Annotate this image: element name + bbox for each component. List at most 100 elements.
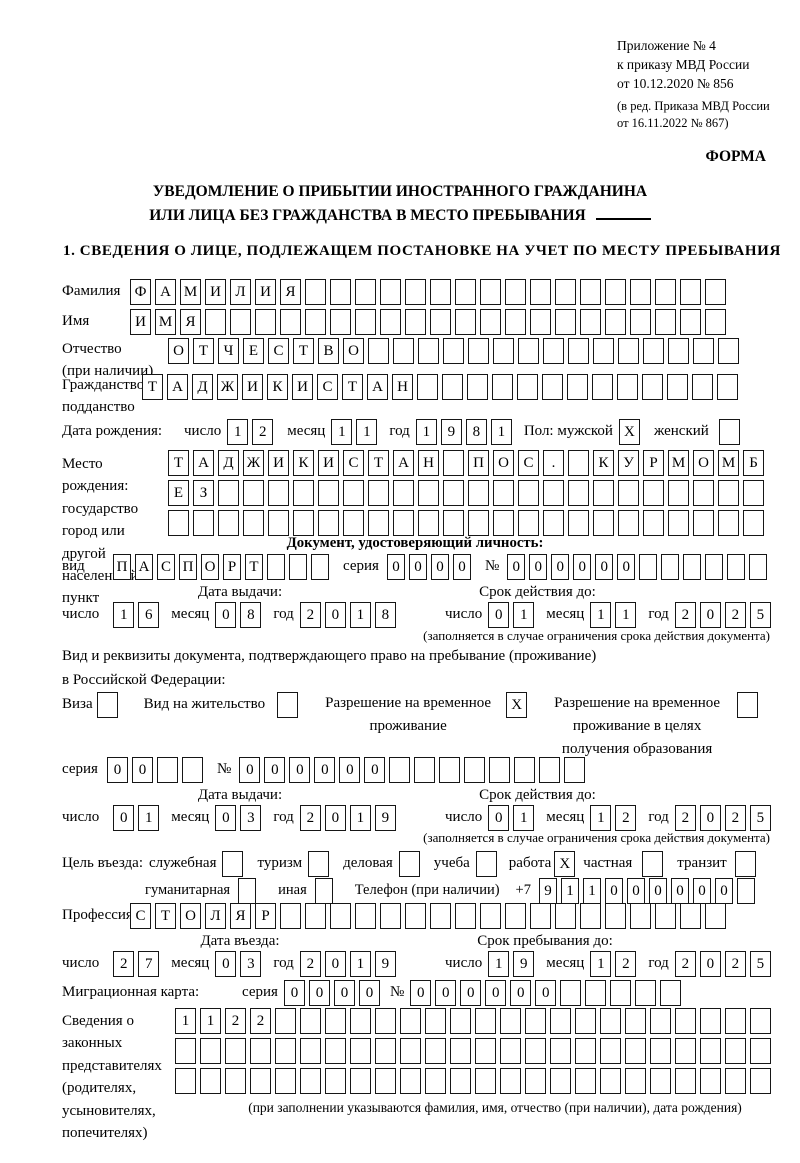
form-cell[interactable] xyxy=(425,1038,446,1064)
form-cell[interactable]: 9 xyxy=(440,419,462,445)
form-cell[interactable]: 0 xyxy=(648,878,667,904)
form-cell[interactable]: А xyxy=(367,374,388,400)
form-cell[interactable]: М xyxy=(668,450,689,476)
form-cell[interactable] xyxy=(635,980,657,1006)
form-cell[interactable] xyxy=(749,554,768,580)
form-cell[interactable] xyxy=(610,980,632,1006)
form-cell[interactable]: Ч xyxy=(218,338,239,364)
form-cell[interactable]: 0 xyxy=(314,757,336,783)
form-cell[interactable]: 2 xyxy=(615,805,637,831)
form-cell[interactable]: 0 xyxy=(264,757,286,783)
form-cell[interactable] xyxy=(592,374,613,400)
form-cell[interactable] xyxy=(464,757,486,783)
form-cell[interactable]: Я xyxy=(180,309,201,335)
form-cell[interactable] xyxy=(330,279,351,305)
form-cell[interactable]: 0 xyxy=(452,554,471,580)
form-cell[interactable]: 0 xyxy=(289,757,311,783)
form-cell[interactable]: 1 xyxy=(113,602,135,628)
form-cell[interactable] xyxy=(430,279,451,305)
form-cell[interactable] xyxy=(555,279,576,305)
form-cell[interactable] xyxy=(475,1008,496,1034)
residence-permit-checkbox[interactable] xyxy=(277,692,299,718)
form-cell[interactable] xyxy=(325,1008,346,1034)
form-cell[interactable] xyxy=(368,480,389,506)
form-cell[interactable]: 2 xyxy=(724,951,746,977)
form-cell[interactable]: 1 xyxy=(513,805,535,831)
form-cell[interactable] xyxy=(543,480,564,506)
purpose-business-checkbox[interactable] xyxy=(398,851,420,877)
form-cell[interactable] xyxy=(618,510,639,536)
form-cell[interactable]: 0 xyxy=(239,757,261,783)
form-cell[interactable]: И xyxy=(205,279,226,305)
form-cell[interactable] xyxy=(750,1038,771,1064)
form-cell[interactable] xyxy=(500,1008,521,1034)
form-cell[interactable] xyxy=(343,480,364,506)
form-cell[interactable] xyxy=(550,1008,571,1034)
form-cell[interactable] xyxy=(255,309,276,335)
form-cell[interactable] xyxy=(375,1008,396,1034)
form-cell[interactable]: И xyxy=(130,309,151,335)
form-cell[interactable] xyxy=(311,554,329,580)
form-cell[interactable] xyxy=(425,1008,446,1034)
form-cell[interactable] xyxy=(492,374,513,400)
form-cell[interactable] xyxy=(725,1008,746,1034)
form-cell[interactable] xyxy=(543,510,564,536)
form-cell[interactable]: 0 xyxy=(132,757,153,783)
form-cell[interactable] xyxy=(650,1008,671,1034)
form-cell[interactable] xyxy=(543,338,564,364)
form-cell[interactable]: 0 xyxy=(692,878,711,904)
form-cell[interactable]: 0 xyxy=(595,554,614,580)
form-cell[interactable]: С xyxy=(268,338,289,364)
form-cell[interactable] xyxy=(668,510,689,536)
form-cell[interactable] xyxy=(550,1068,571,1094)
form-cell[interactable] xyxy=(718,338,739,364)
form-cell[interactable] xyxy=(467,374,488,400)
form-cell[interactable] xyxy=(300,1008,321,1034)
form-cell[interactable] xyxy=(705,309,726,335)
form-cell[interactable] xyxy=(343,510,364,536)
form-cell[interactable] xyxy=(350,1068,371,1094)
form-cell[interactable] xyxy=(575,1008,596,1034)
form-cell[interactable] xyxy=(680,903,701,929)
form-cell[interactable] xyxy=(700,1008,721,1034)
form-cell[interactable] xyxy=(200,1068,221,1094)
form-cell[interactable]: А xyxy=(167,374,188,400)
form-cell[interactable] xyxy=(718,480,739,506)
purpose-work-checkbox[interactable]: X xyxy=(554,851,576,877)
form-cell[interactable]: 1 xyxy=(349,805,371,831)
form-cell[interactable] xyxy=(268,480,289,506)
form-cell[interactable]: О xyxy=(168,338,189,364)
form-cell[interactable] xyxy=(418,338,439,364)
form-cell[interactable] xyxy=(230,309,251,335)
form-cell[interactable]: 1 xyxy=(200,1008,221,1034)
form-cell[interactable]: Т xyxy=(368,450,389,476)
form-cell[interactable]: 2 xyxy=(674,951,696,977)
form-cell[interactable]: Р xyxy=(255,903,276,929)
form-cell[interactable]: 0 xyxy=(617,554,636,580)
form-cell[interactable] xyxy=(275,1008,296,1034)
form-cell[interactable] xyxy=(518,480,539,506)
form-cell[interactable]: Д xyxy=(218,450,239,476)
form-cell[interactable]: 1 xyxy=(560,878,579,904)
form-cell[interactable] xyxy=(605,279,626,305)
form-cell[interactable] xyxy=(693,338,714,364)
form-cell[interactable] xyxy=(625,1008,646,1034)
form-cell[interactable]: Т xyxy=(193,338,214,364)
form-cell[interactable]: А xyxy=(193,450,214,476)
form-cell[interactable]: 2 xyxy=(724,805,746,831)
form-cell[interactable]: 0 xyxy=(283,980,305,1006)
form-cell[interactable] xyxy=(393,338,414,364)
form-cell[interactable] xyxy=(650,1038,671,1064)
form-cell[interactable] xyxy=(455,903,476,929)
form-cell[interactable]: 2 xyxy=(615,951,637,977)
form-cell[interactable] xyxy=(680,309,701,335)
form-cell[interactable]: С xyxy=(518,450,539,476)
form-cell[interactable] xyxy=(705,903,726,929)
form-cell[interactable] xyxy=(455,279,476,305)
form-cell[interactable]: 0 xyxy=(364,757,386,783)
form-cell[interactable] xyxy=(693,480,714,506)
form-cell[interactable]: С xyxy=(157,554,175,580)
form-cell[interactable] xyxy=(475,1068,496,1094)
form-cell[interactable] xyxy=(600,1008,621,1034)
form-cell[interactable]: 2 xyxy=(299,602,321,628)
